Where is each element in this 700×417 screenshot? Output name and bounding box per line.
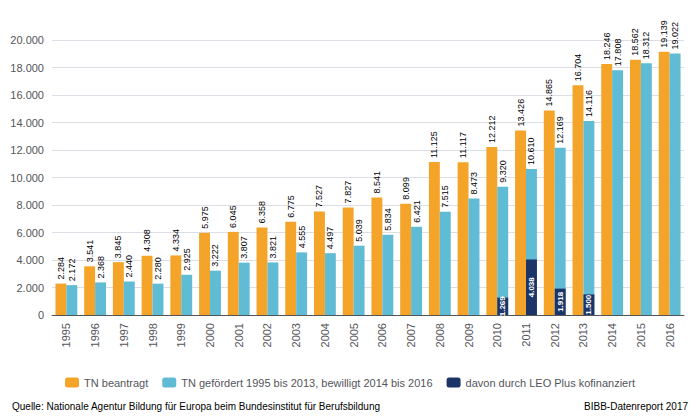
svg-text:4.038: 4.038 [527,277,536,298]
svg-text:TN gefördert 1995 bis 2013, be: TN gefördert 1995 bis 2013, bewilligt 20… [181,377,432,389]
svg-text:2013: 2013 [577,323,589,347]
svg-text:2016: 2016 [664,323,676,347]
svg-text:4.000: 4.000 [16,254,44,266]
svg-text:6.000: 6.000 [16,227,44,239]
svg-text:0: 0 [38,309,44,321]
svg-text:2.000: 2.000 [16,282,44,294]
svg-text:3.845: 3.845 [113,236,123,259]
svg-text:1995: 1995 [60,323,72,347]
svg-text:TN beantragt: TN beantragt [84,377,148,389]
svg-text:12.212: 12.212 [487,116,497,144]
svg-text:6.045: 6.045 [228,205,238,228]
svg-text:19.139: 19.139 [659,20,669,48]
svg-text:2008: 2008 [434,323,446,347]
svg-text:6.358: 6.358 [257,201,267,224]
svg-text:2.925: 2.925 [182,248,192,271]
svg-text:7.515: 7.515 [440,185,450,208]
svg-text:2.440: 2.440 [124,255,134,278]
svg-text:davon durch LEO Plus kofinanzi: davon durch LEO Plus kofinanziert [466,377,635,389]
svg-text:2.280: 2.280 [153,257,163,280]
svg-text:2011: 2011 [520,323,532,347]
svg-text:6.421: 6.421 [412,200,422,223]
svg-text:19.022: 19.022 [670,22,680,50]
svg-text:4.497: 4.497 [325,227,335,250]
svg-text:3.821: 3.821 [268,236,278,259]
svg-text:1998: 1998 [147,323,159,347]
svg-text:1996: 1996 [89,323,101,347]
svg-text:2005: 2005 [348,323,360,347]
svg-text:12.169: 12.169 [555,116,565,144]
svg-text:2009: 2009 [463,323,475,347]
svg-text:2015: 2015 [635,323,647,347]
svg-text:2014: 2014 [606,323,618,347]
svg-text:11.125: 11.125 [429,131,439,158]
svg-text:4.555: 4.555 [297,226,307,249]
svg-text:2003: 2003 [290,323,302,347]
svg-text:10.610: 10.610 [526,138,536,166]
svg-text:18.000: 18.000 [10,62,44,74]
svg-text:3.807: 3.807 [239,236,249,259]
svg-text:20.000: 20.000 [10,34,44,46]
svg-text:7.527: 7.527 [314,185,324,208]
svg-text:1.500: 1.500 [584,294,593,315]
svg-text:16.000: 16.000 [10,89,44,101]
svg-text:5.039: 5.039 [354,219,364,242]
svg-text:16.704: 16.704 [573,54,583,82]
svg-text:2.172: 2.172 [67,259,77,282]
svg-text:2004: 2004 [319,323,331,347]
svg-text:14.865: 14.865 [544,79,554,107]
svg-text:1.269: 1.269 [498,296,507,317]
svg-text:8.099: 8.099 [401,177,411,200]
svg-text:2006: 2006 [376,323,388,347]
svg-text:4.308: 4.308 [142,229,152,252]
svg-text:12.000: 12.000 [10,144,44,156]
svg-text:18.246: 18.246 [602,33,612,61]
svg-text:2010: 2010 [491,323,503,347]
svg-text:2002: 2002 [261,323,273,347]
svg-text:5.834: 5.834 [383,208,393,231]
svg-text:1999: 1999 [175,323,187,347]
svg-text:8.000: 8.000 [16,199,44,211]
svg-text:2001: 2001 [233,323,245,347]
svg-text:3.222: 3.222 [210,244,220,267]
svg-text:1997: 1997 [118,323,130,347]
svg-text:14.000: 14.000 [10,117,44,129]
svg-text:18.312: 18.312 [641,32,651,60]
svg-text:3.541: 3.541 [85,240,95,263]
svg-text:8.473: 8.473 [469,172,479,195]
svg-text:18.562: 18.562 [630,28,640,56]
svg-text:8.541: 8.541 [372,171,382,194]
svg-text:2000: 2000 [204,323,216,347]
svg-text:BIBB-Datenreport 2017: BIBB-Datenreport 2017 [584,401,688,412]
svg-text:6.775: 6.775 [286,195,296,218]
svg-text:2.368: 2.368 [96,256,106,279]
svg-text:2.284: 2.284 [56,257,66,280]
svg-text:2012: 2012 [549,323,561,347]
svg-text:2007: 2007 [405,323,417,347]
svg-text:7.827: 7.827 [343,181,353,204]
svg-text:17.808: 17.808 [613,39,623,67]
svg-text:9.320: 9.320 [498,160,508,183]
svg-text:Quelle: Nationale Agentur Bild: Quelle: Nationale Agentur Bildung für Eu… [12,401,380,412]
svg-text:10.000: 10.000 [10,172,44,184]
svg-text:14.116: 14.116 [584,90,594,117]
svg-text:11.117: 11.117 [458,132,468,158]
svg-text:1.918: 1.918 [556,291,565,312]
svg-text:4.334: 4.334 [171,229,181,252]
svg-text:13.426: 13.426 [516,99,526,127]
svg-text:5.975: 5.975 [200,206,210,229]
